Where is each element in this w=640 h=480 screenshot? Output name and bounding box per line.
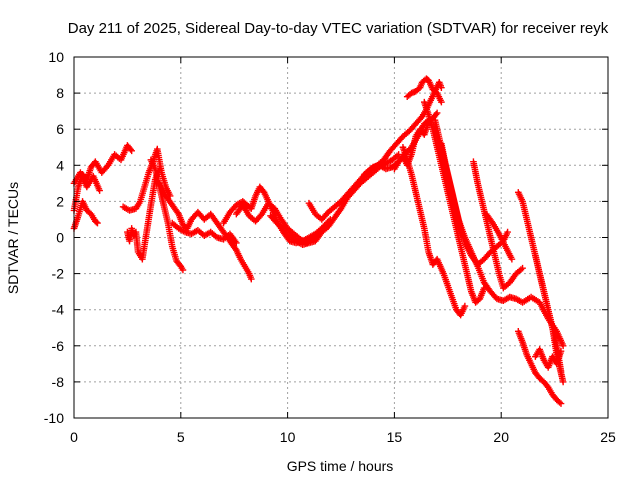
y-tick-label: 0 xyxy=(56,230,64,246)
x-tick-label: 20 xyxy=(493,429,509,445)
x-tick-label: 25 xyxy=(600,429,616,445)
series-t21 xyxy=(482,210,516,263)
data-point xyxy=(93,218,100,226)
data-point xyxy=(519,264,526,272)
series-t16 xyxy=(399,143,469,319)
data-point xyxy=(438,84,445,91)
grid-lines xyxy=(74,57,608,418)
series-t19 xyxy=(438,140,567,350)
data-point xyxy=(461,302,469,310)
series-t25 xyxy=(532,346,565,371)
data-point xyxy=(556,399,563,406)
y-tick-label: 4 xyxy=(56,157,64,173)
data-point xyxy=(557,367,565,375)
series-t5 xyxy=(124,165,163,263)
y-tick-label: -6 xyxy=(52,338,65,354)
series-t7 xyxy=(156,180,255,283)
x-tick-label: 0 xyxy=(70,429,78,445)
data-point xyxy=(557,400,565,407)
data-points xyxy=(70,75,567,407)
series-t17 xyxy=(421,98,488,306)
data-point xyxy=(127,146,134,153)
data-point xyxy=(508,255,516,263)
series-t6 xyxy=(147,156,187,274)
y-tick-label: -4 xyxy=(52,302,65,318)
x-tick-label: 10 xyxy=(280,429,296,445)
x-tick-label: 5 xyxy=(177,429,185,445)
data-point xyxy=(179,266,187,274)
series-t23 xyxy=(514,328,565,407)
series-t2 xyxy=(70,198,101,232)
data-point xyxy=(395,151,402,158)
series-t8 xyxy=(168,219,240,247)
plot-frame xyxy=(73,56,609,419)
series-t13 xyxy=(361,78,445,178)
data-point xyxy=(433,109,441,117)
data-point xyxy=(247,275,255,283)
series-t15 xyxy=(403,75,445,106)
data-point xyxy=(432,111,440,118)
y-tick-label: -10 xyxy=(44,410,64,426)
data-point xyxy=(559,342,567,350)
y-tick-label: 8 xyxy=(56,85,64,101)
y-tick-label: -8 xyxy=(52,374,65,390)
x-axis-label: GPS time / hours xyxy=(287,458,394,474)
data-point xyxy=(233,239,240,247)
y-tick-label: 6 xyxy=(56,121,64,137)
data-point xyxy=(438,98,445,106)
tick-labels: 0 5 10 15 20 25 -10 -8 -6 -4 -2 0 2 4 6 8 10 xyxy=(44,49,616,445)
series-t3 xyxy=(70,169,103,194)
data-point xyxy=(559,378,567,386)
data-point xyxy=(96,187,103,194)
data-point xyxy=(128,147,135,155)
y-axis-label: SDTVAR / TECUs xyxy=(5,182,21,294)
y-tick-label: -2 xyxy=(52,266,65,282)
x-tick-label: 15 xyxy=(387,429,403,445)
plot-border xyxy=(73,56,609,419)
chart-title: Day 211 of 2025, Sidereal Day-to-day VTE… xyxy=(68,20,609,37)
y-tick-label: 2 xyxy=(56,193,64,209)
data-point xyxy=(557,347,565,355)
data-point xyxy=(504,228,511,236)
y-tick-label: 10 xyxy=(48,49,64,65)
data-point xyxy=(94,219,101,227)
